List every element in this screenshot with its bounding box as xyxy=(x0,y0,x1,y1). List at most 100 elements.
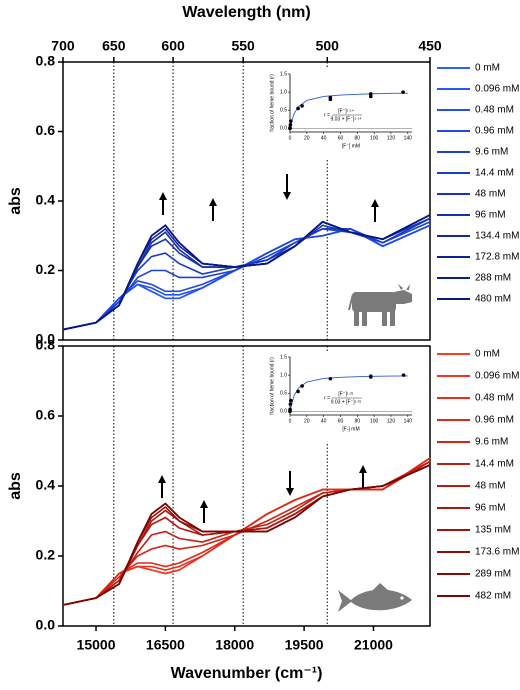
legend-label: 0.48 mM xyxy=(475,105,514,116)
legend-label: 48 mM xyxy=(475,189,506,200)
equation-lhs: r = xyxy=(324,395,330,401)
legend-label: 14.4 mM xyxy=(475,459,514,470)
legend-label: 480 mM xyxy=(475,294,511,305)
inset-x-tick-label: 80 xyxy=(355,418,361,424)
data-point xyxy=(289,398,293,403)
inset-x-tick-label: 60 xyxy=(338,135,344,141)
x2-tick-label: 700 xyxy=(51,38,75,54)
legend-label: 9.6 mM xyxy=(475,437,508,448)
legend-label: 0.96 mM xyxy=(475,126,514,137)
legend-label: 0.096 mM xyxy=(475,371,519,382)
x2-tick-label: 450 xyxy=(418,38,442,54)
inset-y-tick-label: 1.0 xyxy=(280,89,287,95)
data-point xyxy=(401,90,405,94)
legend-label: 9.6 mM xyxy=(475,147,508,158)
x2-tick-label: 550 xyxy=(231,38,255,54)
inset-x-tick-label: 100 xyxy=(370,135,379,141)
data-point xyxy=(288,125,292,130)
spectrum-line xyxy=(62,460,431,606)
inset-y-tick-label: 0.5 xyxy=(280,108,287,114)
spectrum-line xyxy=(62,217,431,331)
x-tick-label: 18000 xyxy=(215,637,254,653)
inset-background xyxy=(256,68,418,160)
inset-y-tick-label: 1.5 xyxy=(280,354,287,360)
inset-y-tick-label: 1.5 xyxy=(280,71,287,77)
legend-label: 0 mM xyxy=(475,63,500,74)
legend-label: 482 mM xyxy=(475,591,511,602)
inset-y-label: fraction of heme bound (r) xyxy=(269,357,275,415)
data-point xyxy=(328,97,333,102)
inset-x-tick-label: 0 xyxy=(289,418,292,424)
legend-label: 289 mM xyxy=(475,569,511,580)
equation-numerator: [F⁻]¹·²¹ xyxy=(338,391,353,397)
data-point xyxy=(300,104,304,108)
legend-label: 134.4 mM xyxy=(475,231,519,242)
inset-x-tick-label: 100 xyxy=(370,418,379,424)
y-tick-label: 0.4 xyxy=(36,192,56,208)
fit-curve xyxy=(289,92,408,129)
inset-x-tick-label: 140 xyxy=(404,135,413,141)
spectrum-line xyxy=(62,214,431,331)
x2-tick-label: 600 xyxy=(161,38,185,54)
cow-icon xyxy=(348,284,412,326)
spectrum-line xyxy=(62,460,431,606)
x-tick-label: 16500 xyxy=(146,637,185,653)
equation-lhs: r = xyxy=(324,112,330,118)
legend-label: 173.6 mM xyxy=(475,547,519,558)
inset-x-tick-label: 60 xyxy=(338,418,344,424)
y-tick-label: 0.6 xyxy=(36,407,56,423)
y-axis-label: abs xyxy=(7,187,24,215)
data-point xyxy=(288,407,292,412)
data-point xyxy=(401,373,406,377)
inset-y-tick-label: 0.0 xyxy=(280,409,287,415)
data-point xyxy=(368,374,373,379)
equation-numerator: [F⁻]¹·¹⁴ xyxy=(338,108,354,114)
y-tick-label: 0.8 xyxy=(36,337,56,353)
inset-x-label: [F⁻] mM xyxy=(342,143,360,149)
inset-x-tick-label: 20 xyxy=(304,418,310,424)
inset-x-tick-label: 40 xyxy=(321,135,327,141)
inset-y-tick-label: 0.5 xyxy=(280,391,287,397)
y-tick-label: 0.8 xyxy=(36,53,56,69)
data-point xyxy=(368,94,373,99)
equation-denominator: 9.03 + [F⁻]¹·¹⁴ xyxy=(330,116,361,122)
data-point xyxy=(296,106,300,111)
data-point xyxy=(288,402,293,406)
inset-x-tick-label: 140 xyxy=(404,418,413,424)
inset-x-tick-label: 40 xyxy=(321,418,327,424)
legend-label: 96 mM xyxy=(475,503,506,514)
y-tick-label: 0.2 xyxy=(36,261,56,277)
inset-y-tick-label: 0.0 xyxy=(280,126,287,132)
data-point xyxy=(289,119,293,123)
equation-denominator: 9.03 + [F⁻]¹·²¹ xyxy=(331,399,362,405)
fit-curve xyxy=(289,375,408,412)
inset-x-tick-label: 0 xyxy=(289,135,292,141)
spectrum-line xyxy=(62,214,431,331)
data-point xyxy=(288,122,293,127)
y-tick-label: 0.6 xyxy=(36,122,56,138)
legend-label: 0 mM xyxy=(475,349,500,360)
data-point xyxy=(296,389,300,394)
x-tick-label: 21000 xyxy=(354,637,393,653)
legend-label: 0.96 mM xyxy=(475,415,514,426)
y-axis-label: abs xyxy=(7,472,24,500)
inset-background xyxy=(256,351,418,443)
spectrum-line xyxy=(62,217,431,331)
x-tick-label: 15000 xyxy=(77,637,116,653)
y-tick-label: 0.2 xyxy=(36,547,56,563)
legend-label: 14.4 mM xyxy=(475,168,514,179)
data-point xyxy=(300,384,304,388)
spectrum-line xyxy=(62,214,431,331)
legend-label: 48 mM xyxy=(475,481,506,492)
y-tick-label: 0.0 xyxy=(36,331,56,347)
x2-tick-label: 650 xyxy=(102,38,126,54)
x-axis-label: Wavenumber (cm⁻¹) xyxy=(171,665,323,682)
spectrum-line xyxy=(62,464,431,606)
inset-x-tick-label: 120 xyxy=(387,418,396,424)
x-tick-label: 19500 xyxy=(285,637,324,653)
data-point xyxy=(368,92,373,96)
legend-label: 135 mM xyxy=(475,525,511,536)
legend-label: 0.48 mM xyxy=(475,393,514,404)
data-point xyxy=(328,376,333,381)
